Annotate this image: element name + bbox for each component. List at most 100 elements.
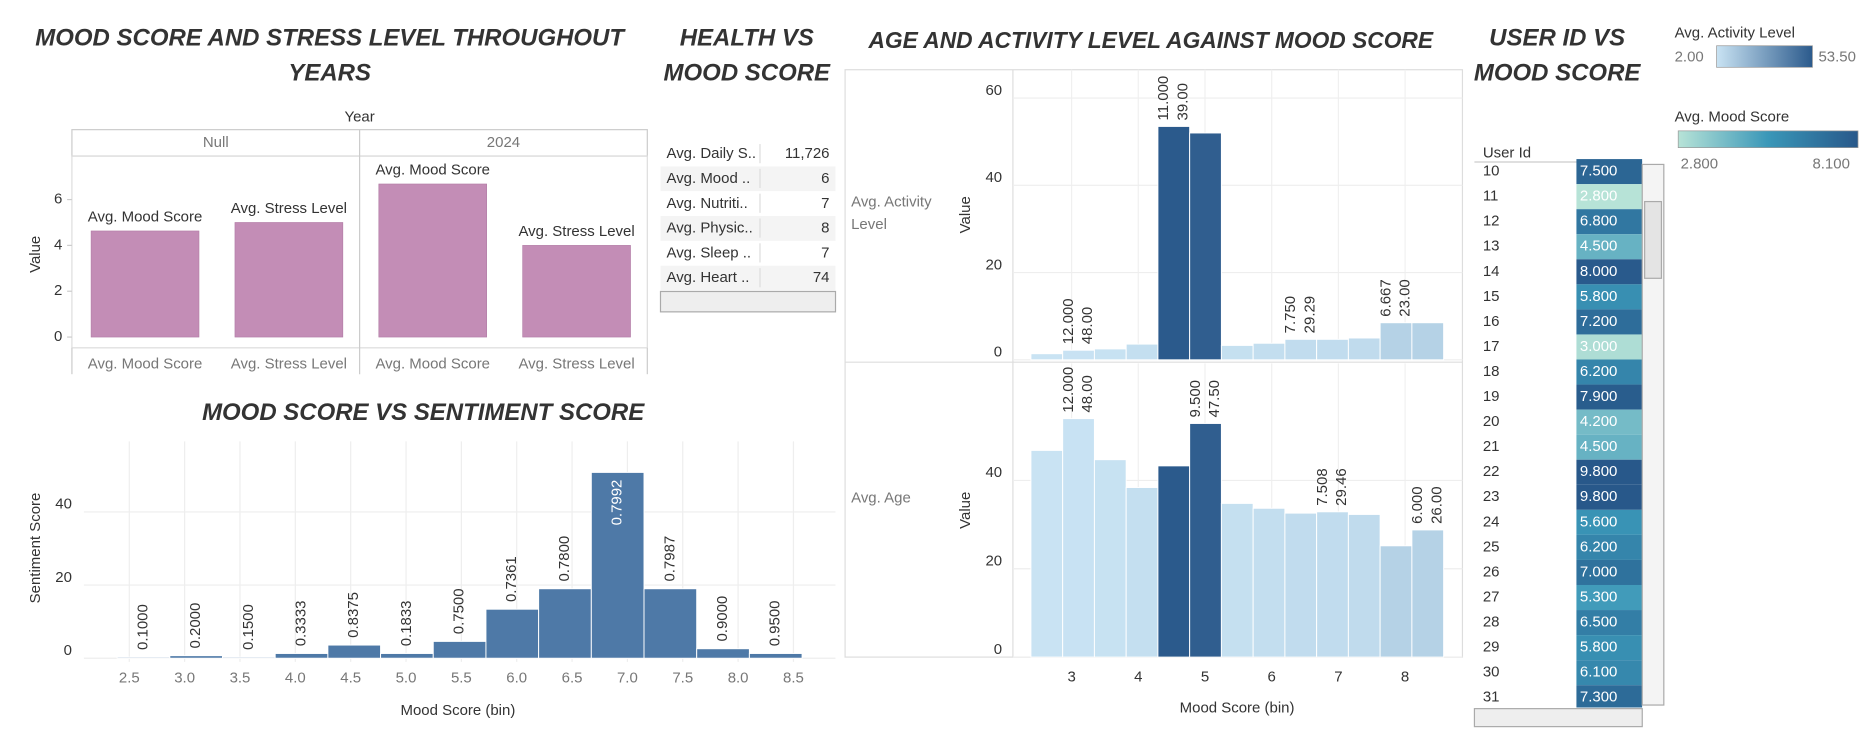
row-label: 13	[1483, 238, 1500, 255]
x-tick-label: 6.0	[506, 670, 527, 687]
cell-label: 6.800	[1580, 213, 1617, 230]
row-label: Avg. Activity Level	[851, 193, 932, 233]
table-title-box: HEALTH VS MOOD SCORE	[664, 25, 831, 86]
row-label: 28	[1483, 614, 1500, 631]
row-value: 7	[821, 244, 829, 261]
row-value: 74	[813, 269, 830, 286]
heat-cell	[1576, 184, 1643, 210]
table-row	[660, 265, 836, 291]
row-value: 7	[821, 195, 829, 212]
bar	[90, 230, 200, 338]
x-tick-label: 4.0	[285, 670, 306, 687]
cell-label: 2.800	[1580, 188, 1617, 205]
x-tick-label: Avg. Mood Score	[375, 356, 490, 373]
bar	[590, 471, 645, 659]
cell-label: 6.200	[1580, 363, 1617, 380]
row-label: 29	[1483, 639, 1500, 656]
heat-cell	[1576, 309, 1643, 335]
bar-label: 12.000	[1060, 367, 1077, 413]
bar	[1062, 418, 1095, 658]
heat-cell	[1576, 635, 1643, 661]
table-row	[660, 166, 836, 192]
bar	[1125, 343, 1159, 361]
chart-title: AGE AND ACTIVITY LEVEL AGAINST MOOD SCOR…	[867, 27, 1433, 53]
x-tick-label: 3.5	[230, 670, 251, 687]
bar-label: 0.1833	[398, 600, 415, 646]
bar	[696, 648, 750, 659]
cell-label: 7.200	[1580, 313, 1617, 330]
bar-label: 0.8375	[345, 592, 362, 638]
row-label: Avg. Physic..	[666, 220, 752, 237]
cell-label: 4.500	[1580, 438, 1617, 455]
x-axis-label: Mood Score (bin)	[1180, 700, 1295, 717]
bar	[432, 640, 487, 659]
table-row	[660, 191, 836, 217]
heat-cell	[1576, 234, 1643, 260]
group-label: 2024	[487, 134, 520, 151]
x-tick-label: 6	[1268, 668, 1276, 685]
cell-label: 8.000	[1580, 263, 1617, 280]
bar	[1125, 487, 1159, 658]
scrollbar	[659, 290, 837, 313]
bar	[1093, 459, 1127, 658]
bar	[1189, 132, 1222, 361]
y-tick-label: 40	[985, 169, 1002, 186]
x-tick-label: 4	[1134, 668, 1142, 685]
bar-label: 48.00	[1079, 375, 1096, 412]
bar-label: 0.9000	[714, 596, 731, 642]
row-value: 8	[821, 220, 829, 237]
row-label: 26	[1483, 563, 1500, 580]
x-tick-label: 5	[1201, 668, 1209, 685]
row-label-box: Avg. Activity Level	[851, 193, 932, 233]
heat-cell	[1576, 384, 1643, 410]
legend-max: 8.100	[1812, 155, 1849, 172]
bar-label: 6.000	[1409, 486, 1426, 523]
bar-label: 6.667	[1377, 279, 1394, 316]
row-label: Avg. Mood ..	[666, 170, 750, 187]
bar-label: 11.000	[1155, 76, 1172, 121]
heat-cell	[1576, 610, 1643, 636]
cell-label: 9.800	[1580, 488, 1617, 505]
heat-cell	[1576, 685, 1643, 708]
bar-label: 0.7992	[609, 480, 626, 526]
y-tick-label: 40	[985, 464, 1002, 481]
bar-label: Avg. Mood Score	[375, 162, 490, 179]
bar	[485, 608, 540, 659]
bar-label: 7.508	[1314, 468, 1331, 505]
v-scroll-thumb	[1644, 200, 1663, 279]
row-label: 18	[1483, 363, 1500, 380]
row-value: 11,726	[785, 145, 830, 162]
bar-label: 12.000	[1060, 298, 1077, 344]
bar-label: 29.46	[1333, 468, 1350, 505]
x-tick-label: 5.5	[451, 670, 472, 687]
bar	[116, 656, 171, 659]
row-label-box: Avg. Age	[851, 489, 911, 506]
y-axis-label: Value	[957, 492, 974, 529]
x-tick-label: 8	[1401, 668, 1409, 685]
y-tick-label: 0	[994, 344, 1002, 361]
cell-label: 9.800	[1580, 463, 1617, 480]
row-label: 10	[1483, 163, 1500, 180]
table-title-box: USER ID VS MOOD SCORE	[1474, 25, 1641, 86]
y-tick-label: 60	[985, 82, 1002, 99]
heat-cell	[1576, 159, 1643, 185]
bar	[234, 222, 344, 338]
y-tick-label: 20	[55, 569, 72, 586]
legend-min: 2.800	[1681, 155, 1718, 172]
bar	[1284, 512, 1318, 658]
bar	[1030, 449, 1064, 658]
column-header: User Id	[1483, 145, 1531, 162]
heat-cell	[1576, 459, 1643, 485]
bar-label: 0.7800	[556, 536, 573, 582]
cell-label: 7.500	[1580, 163, 1617, 180]
bar	[538, 588, 592, 659]
bar	[380, 652, 434, 659]
legend-min: 2.00	[1675, 49, 1704, 66]
x-tick-label: 6.5	[562, 670, 583, 687]
legend-title: Avg. Mood Score	[1675, 109, 1790, 126]
row-label: 20	[1483, 413, 1500, 430]
cell-label: 6.500	[1580, 614, 1617, 631]
heat-cell	[1576, 484, 1643, 510]
row-label: 16	[1483, 313, 1500, 330]
